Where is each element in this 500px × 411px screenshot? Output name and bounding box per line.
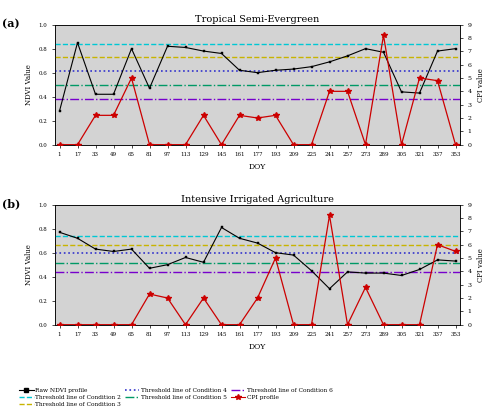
X-axis label: DOY: DOY <box>249 343 266 351</box>
Text: (a): (a) <box>2 18 20 30</box>
Legend: Raw NDVI profile, Threshold line of Condition 2, Threshold line of Condition 3, : Raw NDVI profile, Threshold line of Cond… <box>18 387 334 408</box>
Y-axis label: CPI value: CPI value <box>478 68 486 102</box>
Title: Intensive Irrigated Agriculture: Intensive Irrigated Agriculture <box>181 195 334 204</box>
Title: Tropical Semi-Evergreen: Tropical Semi-Evergreen <box>196 15 320 24</box>
Y-axis label: NDVI Value: NDVI Value <box>25 244 33 285</box>
Y-axis label: NDVI Value: NDVI Value <box>25 64 33 105</box>
Text: (b): (b) <box>2 199 21 210</box>
X-axis label: DOY: DOY <box>249 163 266 171</box>
Y-axis label: CPI value: CPI value <box>478 248 486 282</box>
